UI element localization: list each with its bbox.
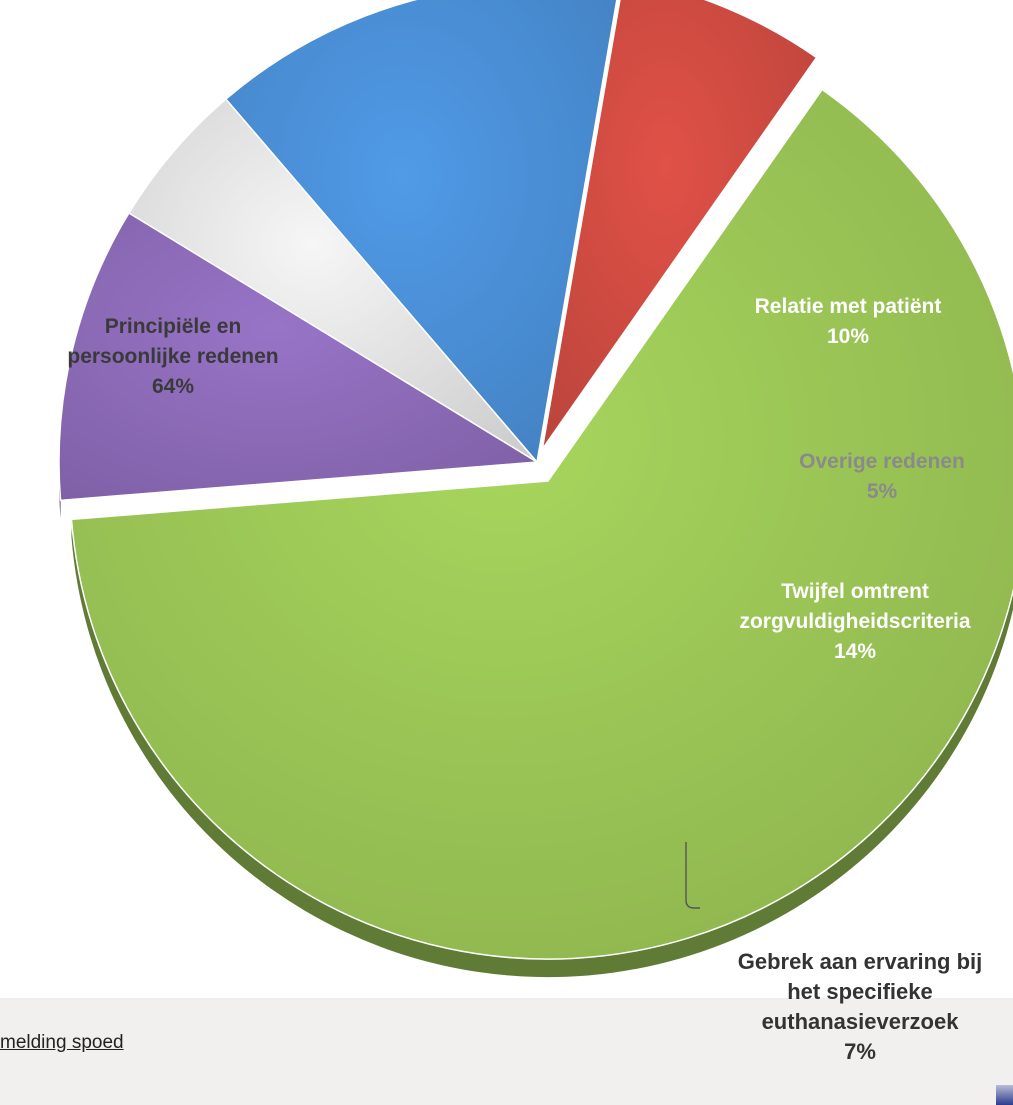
pie-slice bbox=[58, 211, 540, 502]
leader-line bbox=[685, 842, 700, 909]
slice-label: Principiële en persoonlijke redenen 64% bbox=[67, 315, 278, 398]
footer-link[interactable]: melding spoed bbox=[0, 1032, 124, 1053]
slice-label: Overige redenen 5% bbox=[799, 450, 965, 503]
pie-slice bbox=[127, 98, 538, 463]
bottom-band bbox=[0, 998, 1013, 1105]
slice-label: Gebrek aan ervaring bij het specifieke eut… bbox=[738, 949, 983, 1064]
slice-label: Relatie met patiënt 10% bbox=[755, 295, 942, 348]
slice-label: Twijfel omtrent zorgvuldigheidscriteria 14… bbox=[739, 580, 970, 663]
pie-slice bbox=[224, 0, 618, 464]
pie-slice bbox=[541, 0, 818, 450]
pie-slice bbox=[70, 88, 1013, 960]
corner-logo-fragment bbox=[996, 1085, 1013, 1105]
